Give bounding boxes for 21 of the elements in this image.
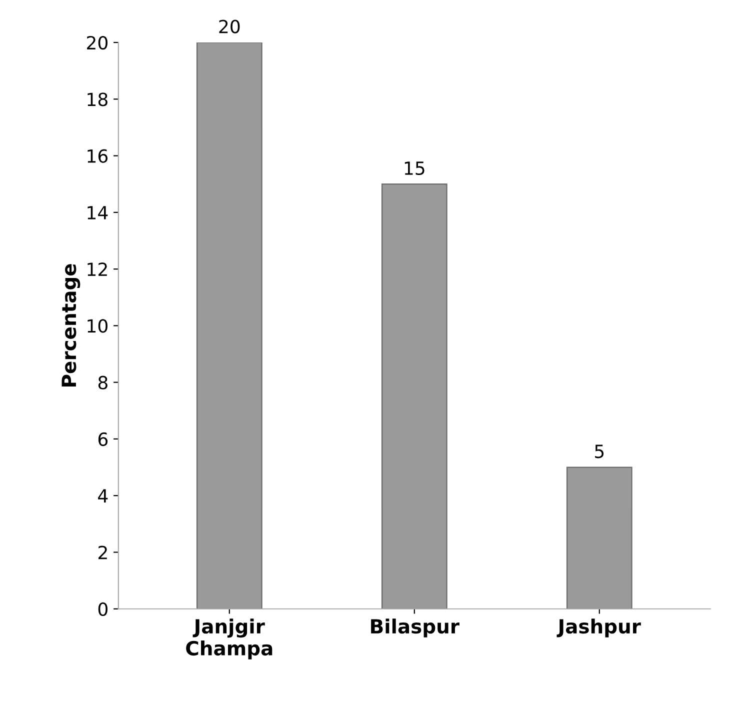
data-label: 5 — [595, 444, 604, 458]
bar — [196, 42, 262, 609]
y-tick-label: 20 — [87, 36, 108, 50]
y-tick-label: 6 — [98, 432, 108, 446]
x-tick-label: Bilaspur — [371, 618, 460, 638]
data-label: 15 — [404, 162, 424, 176]
y-tick-label: 10 — [88, 319, 108, 333]
y-tick-label: 2 — [98, 546, 107, 560]
y-axis-title: Percentage — [62, 264, 80, 386]
y-tick-label: 8 — [98, 376, 108, 390]
x-tick-label: Janjgir Champa — [186, 618, 272, 660]
bar — [381, 184, 448, 609]
y-tick-label: 0 — [98, 602, 108, 616]
bar — [566, 466, 632, 609]
x-tick-label: Jashpur — [556, 618, 641, 638]
y-tick-label: 18 — [88, 92, 108, 106]
data-label: 20 — [219, 20, 240, 34]
y-tick-label: 12 — [88, 262, 107, 276]
y-tick-label: 16 — [88, 149, 108, 163]
y-tick-label: 14 — [88, 206, 108, 220]
y-tick-label: 4 — [98, 489, 108, 502]
